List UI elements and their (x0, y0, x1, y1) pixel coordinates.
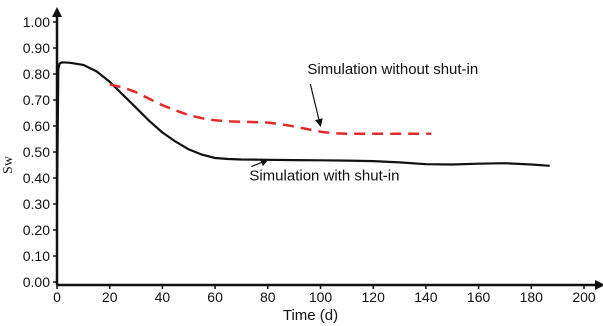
annotation-arrow (251, 158, 269, 168)
y-tick-label: 0.70 (23, 92, 50, 108)
x-tick-label: 20 (102, 289, 118, 305)
axes (52, 7, 603, 290)
y-tick-label: 1.00 (23, 14, 50, 30)
x-tick-label: 80 (260, 289, 276, 305)
y-tick-label: 0.50 (23, 144, 50, 160)
x-tick-label: 200 (572, 289, 596, 305)
x-tick-label: 0 (53, 289, 61, 305)
y-tick-label: 0.40 (23, 170, 50, 186)
annotation-arrow (309, 83, 323, 127)
x-axis-ticks: 0 20 40 60 80 100 120 140 160 180 200 (53, 285, 596, 305)
y-tick-label: 0.60 (23, 118, 50, 134)
y-axis-label: Sw (1, 155, 16, 174)
y-tick-label: 0.90 (23, 40, 50, 56)
y-tick-label: 0.80 (23, 66, 50, 82)
x-tick-label: 120 (362, 289, 386, 305)
y-tick-label: 0.20 (23, 222, 50, 238)
x-tick-label: 140 (414, 289, 438, 305)
y-tick-label: 0.10 (23, 248, 50, 264)
series-line-without-shut-in (109, 83, 432, 136)
y-axis-ticks: 0.00 0.10 0.20 0.30 0.40 0.50 0.60 0.70 0.80 0.90… (23, 14, 57, 290)
annotation-layer: Simulation without shut-in Simulation wit… (249, 61, 478, 185)
x-tick-label: 40 (155, 289, 171, 305)
series-layer (55, 61, 550, 205)
y-tick-label: 0.00 (23, 274, 50, 290)
series-line-with-shut-in (55, 61, 550, 205)
x-tick-label: 160 (467, 289, 491, 305)
annotation-label: Simulation with shut-in (249, 168, 399, 185)
x-axis-label: Time (d) (283, 307, 338, 324)
x-tick-label: 100 (309, 289, 333, 305)
x-tick-label: 60 (207, 289, 223, 305)
x-tick-label: 180 (520, 289, 544, 305)
annotation-label: Simulation without shut-in (307, 61, 478, 78)
y-tick-label: 0.30 (23, 196, 50, 212)
